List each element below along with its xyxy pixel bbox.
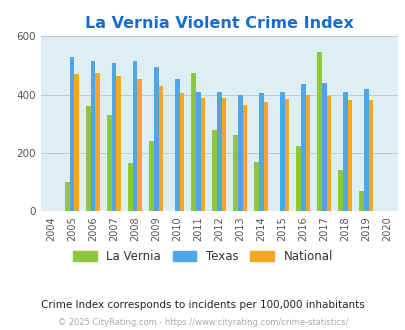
Bar [317, 52, 321, 211]
Bar [368, 100, 372, 211]
Bar [358, 191, 363, 211]
Text: Crime Index corresponds to incidents per 100,000 inhabitants: Crime Index corresponds to incidents per… [41, 300, 364, 310]
Bar [296, 146, 300, 211]
Bar [91, 61, 95, 211]
Bar [116, 76, 121, 211]
Bar [342, 92, 347, 211]
Legend: La Vernia, Texas, National: La Vernia, Texas, National [68, 246, 337, 268]
Bar [279, 92, 284, 211]
Bar [196, 92, 200, 211]
Bar [263, 102, 268, 211]
Bar [347, 100, 352, 211]
Bar [254, 162, 258, 211]
Bar [70, 57, 74, 211]
Bar [137, 79, 142, 211]
Bar [128, 163, 132, 211]
Bar [191, 73, 196, 211]
Bar [216, 92, 221, 211]
Text: © 2025 CityRating.com - https://www.cityrating.com/crime-statistics/: © 2025 CityRating.com - https://www.city… [58, 318, 347, 327]
Bar [233, 135, 237, 211]
Bar [305, 95, 309, 211]
Bar [258, 93, 263, 211]
Bar [132, 61, 137, 211]
Bar [95, 73, 100, 211]
Bar [107, 115, 111, 211]
Bar [242, 105, 247, 211]
Bar [363, 89, 368, 211]
Bar [221, 98, 226, 211]
Bar [149, 141, 153, 211]
Bar [175, 79, 179, 211]
Bar [111, 63, 116, 211]
Bar [179, 93, 184, 211]
Bar [200, 98, 205, 211]
Bar [284, 99, 288, 211]
Bar [153, 67, 158, 211]
Bar [158, 86, 163, 211]
Bar [338, 170, 342, 211]
Bar [74, 74, 79, 211]
Bar [237, 95, 242, 211]
Bar [65, 182, 70, 211]
Bar [300, 84, 305, 211]
Bar [326, 96, 330, 211]
Bar [86, 106, 91, 211]
Bar [321, 83, 326, 211]
Title: La Vernia Violent Crime Index: La Vernia Violent Crime Index [85, 16, 353, 31]
Bar [212, 130, 216, 211]
